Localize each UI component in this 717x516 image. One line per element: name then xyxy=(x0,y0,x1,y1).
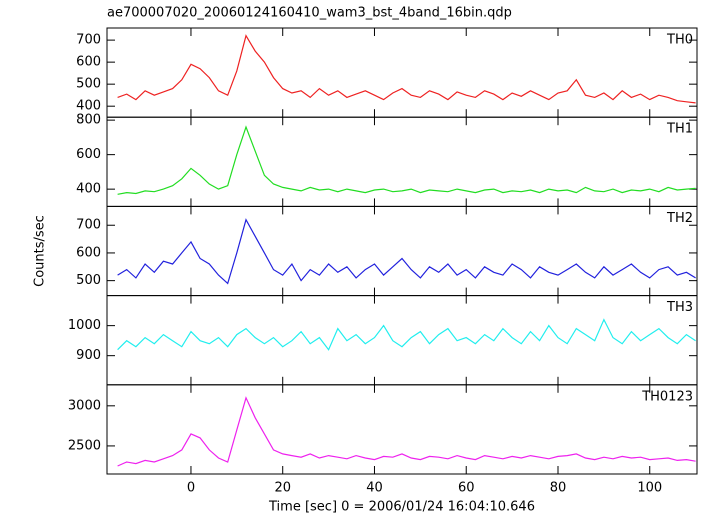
y-tick-label: 400 xyxy=(76,182,101,197)
panel-label: TH0123 xyxy=(641,389,693,404)
y-tick-label: 500 xyxy=(76,273,101,288)
x-tick-label: 60 xyxy=(458,481,475,496)
y-tick-label: 3000 xyxy=(68,398,101,413)
y-axis-label: Counts/sec xyxy=(33,215,48,287)
x-tick-label: 40 xyxy=(366,481,383,496)
panel-frame xyxy=(106,295,698,386)
y-tick-label: 600 xyxy=(76,147,101,162)
x-tick-label: 0 xyxy=(187,481,195,496)
light-curve xyxy=(117,396,696,467)
y-tick-label: 1000 xyxy=(68,318,101,333)
panel-frame xyxy=(106,116,698,207)
light-curve xyxy=(117,218,696,285)
light-curve xyxy=(117,125,696,195)
panel-frame xyxy=(106,27,698,118)
y-tick-label: 400 xyxy=(76,99,101,114)
panel-label: TH1 xyxy=(666,122,693,137)
light-curve xyxy=(117,34,696,104)
x-axis-label: Time [sec] 0 = 2006/01/24 16:04:10.646 xyxy=(268,500,535,515)
y-tick-label: 600 xyxy=(76,55,101,70)
y-tick-label: 600 xyxy=(76,245,101,260)
panel-label: TH2 xyxy=(666,211,693,226)
y-tick-label: 2500 xyxy=(68,438,101,453)
panel-label: TH0 xyxy=(666,33,693,48)
chart-title: ae700007020_20060124160410_wam3_bst_4ban… xyxy=(107,6,512,21)
x-tick-label: 20 xyxy=(274,481,291,496)
y-tick-label: 700 xyxy=(76,218,101,233)
y-tick-label: 500 xyxy=(76,77,101,92)
x-tick-label: 80 xyxy=(550,481,567,496)
y-tick-label: 900 xyxy=(76,348,101,363)
y-tick-label: 800 xyxy=(76,113,101,128)
light-curve xyxy=(117,318,696,351)
y-tick-label: 700 xyxy=(76,33,101,48)
x-tick-label: 100 xyxy=(637,481,662,496)
panel-label: TH3 xyxy=(666,300,693,315)
panel-frame xyxy=(106,384,698,475)
